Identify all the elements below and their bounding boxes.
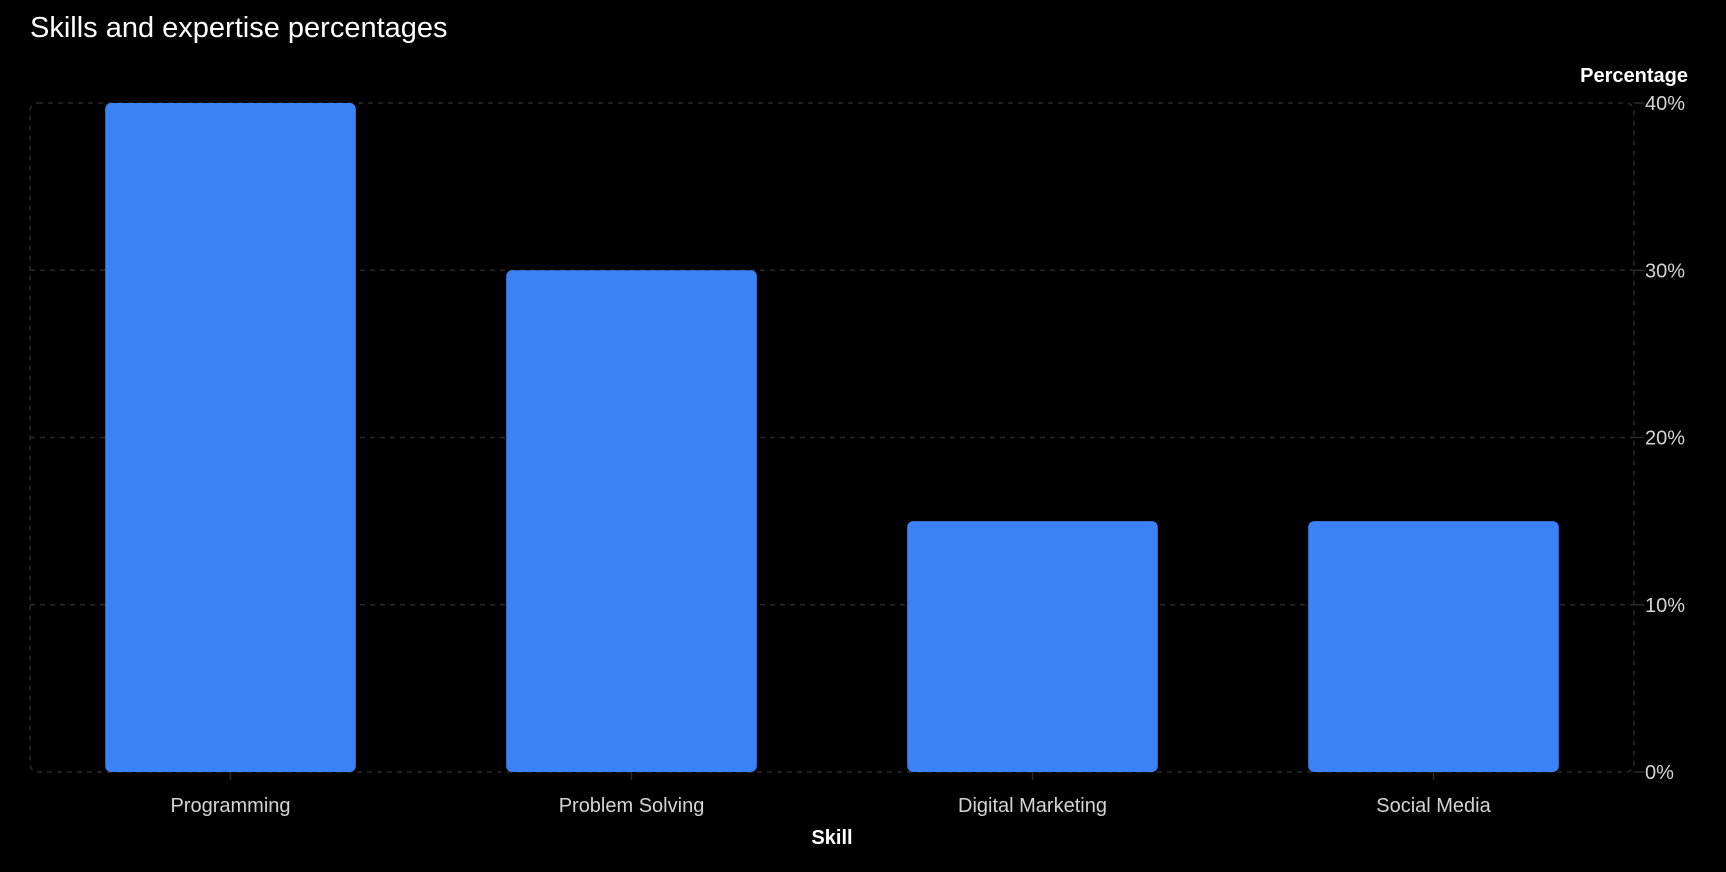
x-axis-title: Skill: [811, 827, 852, 849]
bar-problem-solving: [506, 270, 757, 772]
x-tick-label: Digital Marketing: [958, 795, 1107, 817]
x-tick-label: Programming: [170, 795, 290, 817]
x-tick-label: Problem Solving: [559, 795, 705, 817]
x-axis-ticks: Programming Problem Solving Digital Market…: [170, 772, 1491, 817]
y-axis-ticks: 0% 10% 20% 30% 40%: [1645, 93, 1685, 784]
bar-social-media: [1308, 521, 1559, 772]
y-tick-label: 0%: [1645, 762, 1674, 784]
y-tick-label: 30%: [1645, 260, 1685, 282]
y-axis-title: Percentage: [1580, 65, 1688, 87]
bar-digital-marketing: [907, 521, 1158, 772]
y-tick-label: 10%: [1645, 595, 1685, 617]
x-tick-label: Social Media: [1376, 795, 1491, 817]
y-tick-label: 20%: [1645, 428, 1685, 450]
bar-programming: [105, 103, 356, 772]
y-tick-label: 40%: [1645, 93, 1685, 115]
